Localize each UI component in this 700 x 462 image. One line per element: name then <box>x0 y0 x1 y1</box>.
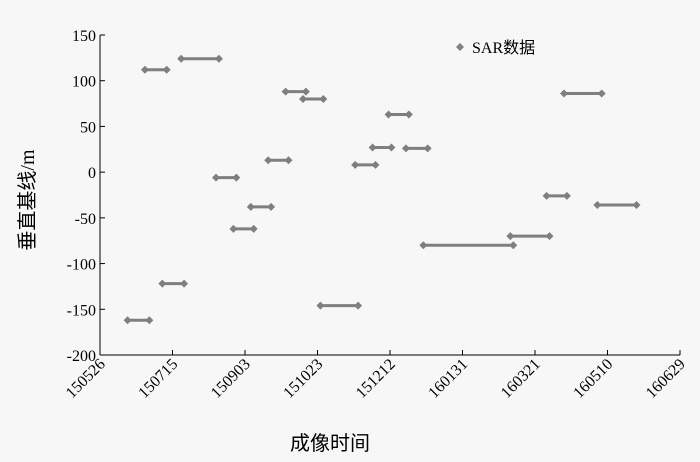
point <box>214 54 223 63</box>
point <box>212 173 220 182</box>
point <box>140 65 149 74</box>
point <box>249 224 258 233</box>
point <box>562 191 571 200</box>
point <box>423 144 432 153</box>
point <box>246 202 255 211</box>
point <box>545 232 554 241</box>
y-tick-label: 100 <box>72 74 96 91</box>
point <box>281 87 290 96</box>
point <box>301 87 310 96</box>
y-tick-label: 150 <box>72 28 96 45</box>
point <box>354 301 363 310</box>
point <box>542 191 551 200</box>
point <box>264 156 273 165</box>
point <box>145 316 154 325</box>
point <box>401 144 410 153</box>
point <box>299 95 307 103</box>
legend-label: SAR数据 <box>472 39 535 57</box>
y-tick-label: 50 <box>80 119 96 136</box>
point <box>368 143 377 152</box>
point <box>229 224 238 233</box>
point <box>404 110 413 119</box>
point <box>316 301 325 310</box>
point <box>180 279 189 288</box>
point <box>632 201 641 210</box>
point <box>267 202 276 211</box>
point <box>597 89 606 98</box>
y-tick-label: -200 <box>67 348 96 365</box>
point <box>162 65 171 74</box>
point <box>158 279 167 288</box>
point <box>232 173 241 182</box>
legend-marker <box>456 43 464 51</box>
point <box>560 89 568 98</box>
point <box>387 143 396 152</box>
y-axis-label: 垂直基线/m <box>16 149 39 251</box>
point <box>284 156 293 165</box>
y-tick-label: -100 <box>67 257 96 274</box>
point <box>384 110 393 119</box>
x-axis-label: 成像时间 <box>290 432 370 455</box>
point <box>319 95 328 103</box>
point <box>123 316 132 325</box>
y-tick-label: -50 <box>75 211 96 228</box>
point <box>371 160 380 169</box>
point <box>506 232 515 241</box>
y-tick-label: 0 <box>88 165 96 182</box>
point <box>593 201 602 210</box>
y-tick-label: -150 <box>67 302 96 319</box>
point <box>351 160 360 169</box>
point <box>419 241 428 250</box>
point <box>177 54 186 63</box>
point <box>509 241 518 250</box>
